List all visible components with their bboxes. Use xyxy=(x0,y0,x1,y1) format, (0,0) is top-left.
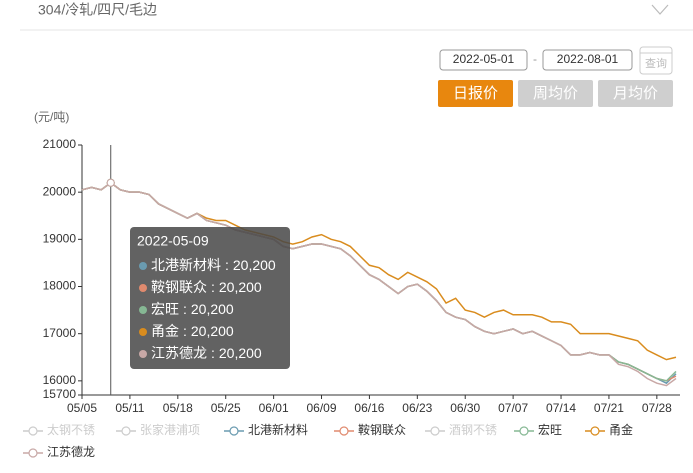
price-tab-label: 周均价 xyxy=(533,85,578,102)
tooltip-value: 20,200 xyxy=(191,301,234,317)
price-tab[interactable] xyxy=(598,80,673,107)
query-button[interactable]: 查询 xyxy=(639,46,673,75)
tooltip-value: 20,200 xyxy=(233,257,276,273)
legend-dot xyxy=(339,426,349,436)
legend-item[interactable]: 酒钢不锈 xyxy=(425,423,497,437)
tooltip-row: 宏旺:20,200 xyxy=(151,301,234,317)
tooltip-sep: : xyxy=(225,257,229,273)
panel-title: 304/冷轧/四尺/毛边 xyxy=(38,2,157,18)
legend-label: 江苏德龙 xyxy=(47,444,95,459)
x-tick-label: 05/05 xyxy=(67,401,97,415)
x-tick-label: 05/11 xyxy=(115,401,144,415)
tooltip-sep: : xyxy=(183,323,187,339)
y-tick-label: 17000 xyxy=(43,326,77,340)
legend-item[interactable]: 北港新材料 xyxy=(224,422,308,437)
x-tick-label: 05/18 xyxy=(163,401,193,415)
tooltip-sep: : xyxy=(211,279,215,295)
x-tick-label: 07/07 xyxy=(498,401,528,415)
tooltip-name: 江苏德龙 xyxy=(151,345,207,361)
price-tab[interactable] xyxy=(438,80,513,107)
tooltip-name: 鞍钢联众 xyxy=(151,279,207,295)
tooltip-dot xyxy=(139,306,147,314)
tooltip-name: 甬金 xyxy=(151,323,179,339)
date-separator: - xyxy=(533,52,537,66)
tooltip-row: 北港新材料:20,200 xyxy=(151,257,276,273)
x-tick-label: 05/25 xyxy=(211,401,241,415)
tooltip-dot xyxy=(139,284,147,292)
collapse-chevron[interactable] xyxy=(651,4,669,15)
tooltip-row: 鞍钢联众:20,200 xyxy=(151,279,262,295)
tooltip-name: 北港新材料 xyxy=(151,257,221,273)
tooltip-value: 20,200 xyxy=(219,345,262,361)
query-label: 查询 xyxy=(645,56,667,70)
end-date: 2022-08-01 xyxy=(557,52,619,66)
tooltip-row: 甬金:20,200 xyxy=(151,323,234,339)
x-tick-label: 07/21 xyxy=(594,401,624,415)
start-date: 2022-05-01 xyxy=(453,52,515,66)
y-tick-label: 15700 xyxy=(43,387,77,401)
tooltip-sep: : xyxy=(211,345,215,361)
tooltip-value: 20,200 xyxy=(219,279,262,295)
legend-label: 鞍钢联众 xyxy=(358,422,406,437)
legend-label: 张家港浦项 xyxy=(140,422,200,437)
tooltip-sep: : xyxy=(183,301,187,317)
tooltip-row: 江苏德龙:20,200 xyxy=(151,345,262,361)
legend-dot xyxy=(28,448,38,458)
legend-item[interactable]: 江苏德龙 xyxy=(23,444,95,459)
price-tab-label: 月均价 xyxy=(613,85,658,102)
x-tick-label: 07/14 xyxy=(546,401,576,415)
x-tick-label: 06/16 xyxy=(354,401,384,415)
tooltip-title: 2022-05-09 xyxy=(137,233,209,249)
start-date-input[interactable] xyxy=(439,49,528,71)
tooltip: 2022-05-09北港新材料:20,200鞍钢联众:20,200宏旺:20,2… xyxy=(130,227,290,369)
tooltip-name: 宏旺 xyxy=(151,301,179,317)
x-tick-label: 06/30 xyxy=(450,401,480,415)
tooltip-dot xyxy=(139,262,147,270)
legend-label: 甬金 xyxy=(609,422,633,437)
tooltip-box xyxy=(130,227,290,369)
hover-point xyxy=(106,178,115,187)
calendar-icon xyxy=(639,46,673,75)
x-tick-label: 06/01 xyxy=(259,401,289,415)
x-tick-label: 06/09 xyxy=(307,401,337,415)
legend-item[interactable]: 张家港浦项 xyxy=(116,422,200,437)
tooltip-value: 20,200 xyxy=(191,323,234,339)
legend-dot xyxy=(590,426,600,436)
y-tick-label: 21000 xyxy=(43,137,77,151)
legend-item[interactable]: 甬金 xyxy=(585,422,633,437)
legend-dot xyxy=(519,426,529,436)
y-tick-label: 16000 xyxy=(43,373,77,387)
y-tick-label: 18000 xyxy=(43,279,77,293)
legend-label: 太钢不锈 xyxy=(47,422,95,437)
legend-dot xyxy=(28,426,38,436)
legend-item[interactable]: 宏旺 xyxy=(514,422,562,437)
x-tick-label: 07/28 xyxy=(642,401,672,415)
tooltip-dot xyxy=(139,350,147,358)
legend-dot xyxy=(121,426,131,436)
legend-item[interactable]: 鞍钢联众 xyxy=(334,422,406,437)
end-date-input[interactable] xyxy=(542,49,633,71)
price-tab[interactable] xyxy=(518,80,593,107)
legend-dot xyxy=(430,426,440,436)
tooltip-dot xyxy=(139,328,147,336)
y-tick-label: 20000 xyxy=(43,184,77,198)
legend-label: 北港新材料 xyxy=(248,422,308,437)
y-axis-label: (元/吨) xyxy=(34,110,69,124)
x-tick-label: 06/23 xyxy=(402,401,432,415)
legend-label: 酒钢不锈 xyxy=(449,423,497,437)
legend-dot xyxy=(229,426,239,436)
legend-label: 宏旺 xyxy=(538,422,562,437)
legend-item[interactable]: 太钢不锈 xyxy=(23,422,95,437)
series-line xyxy=(81,181,677,387)
price-tab-label: 日报价 xyxy=(453,85,498,102)
y-tick-label: 19000 xyxy=(43,232,77,246)
